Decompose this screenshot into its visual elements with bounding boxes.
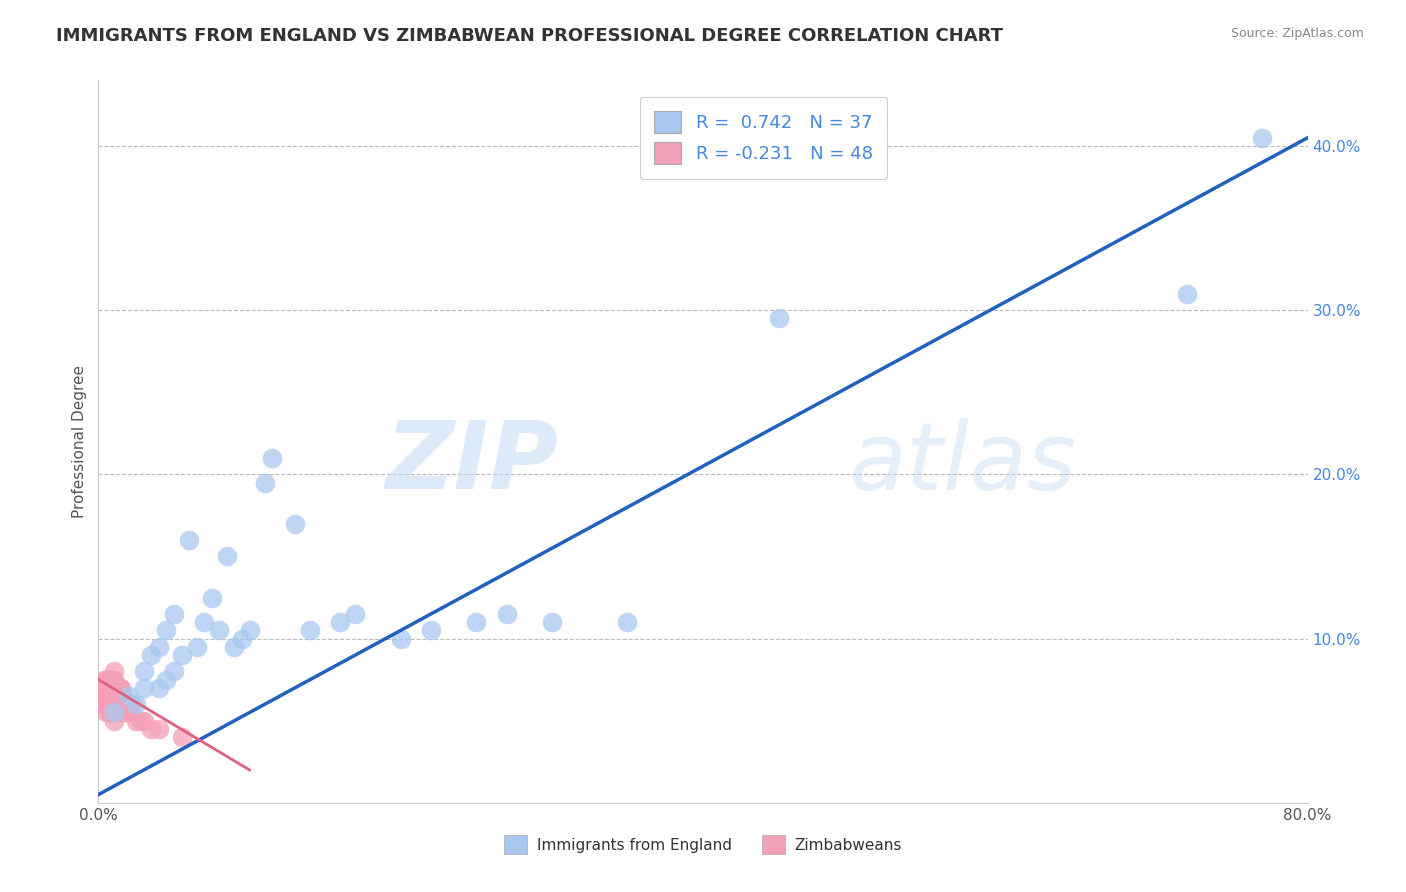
- Point: [94, 673, 117, 687]
- Point: [103, 698, 125, 712]
- Point: [262, 450, 284, 465]
- Point: [540, 615, 562, 630]
- Point: [103, 665, 125, 679]
- Point: [132, 681, 155, 695]
- Point: [100, 689, 122, 703]
- Point: [125, 714, 148, 728]
- Point: [155, 624, 177, 638]
- Point: [495, 607, 517, 621]
- Point: [121, 698, 143, 712]
- Point: [118, 689, 141, 703]
- Point: [170, 730, 193, 744]
- Point: [616, 615, 638, 630]
- Point: [141, 722, 163, 736]
- Point: [389, 632, 412, 646]
- Point: [186, 640, 208, 654]
- Point: [103, 706, 125, 720]
- Point: [107, 698, 129, 712]
- Point: [193, 615, 215, 630]
- Point: [132, 714, 155, 728]
- Point: [98, 689, 121, 703]
- Point: [105, 681, 128, 695]
- Point: [93, 673, 115, 687]
- Point: [148, 640, 170, 654]
- Point: [93, 698, 115, 712]
- Point: [118, 706, 141, 720]
- Point: [108, 706, 131, 720]
- Point: [299, 624, 322, 638]
- Point: [111, 689, 134, 703]
- Point: [170, 648, 193, 662]
- Point: [148, 722, 170, 736]
- Point: [120, 706, 142, 720]
- Point: [208, 624, 231, 638]
- Point: [329, 615, 352, 630]
- Point: [103, 673, 125, 687]
- Point: [284, 516, 307, 531]
- Point: [224, 640, 246, 654]
- Point: [98, 673, 121, 687]
- Y-axis label: Professional Degree: Professional Degree: [72, 365, 87, 518]
- Point: [231, 632, 253, 646]
- Point: [141, 648, 163, 662]
- Point: [112, 698, 135, 712]
- Point: [96, 698, 118, 712]
- Point: [465, 615, 488, 630]
- Point: [91, 681, 114, 695]
- Point: [215, 549, 238, 564]
- Point: [103, 714, 125, 728]
- Point: [111, 706, 134, 720]
- Point: [163, 607, 186, 621]
- Point: [239, 624, 262, 638]
- Point: [110, 681, 132, 695]
- Point: [420, 624, 443, 638]
- Point: [94, 706, 117, 720]
- Text: Source: ZipAtlas.com: Source: ZipAtlas.com: [1230, 27, 1364, 40]
- Point: [101, 706, 124, 720]
- Point: [1251, 130, 1274, 145]
- Point: [110, 698, 132, 712]
- Point: [101, 689, 124, 703]
- Point: [100, 706, 122, 720]
- Point: [114, 706, 136, 720]
- Text: IMMIGRANTS FROM ENGLAND VS ZIMBABWEAN PROFESSIONAL DEGREE CORRELATION CHART: IMMIGRANTS FROM ENGLAND VS ZIMBABWEAN PR…: [56, 27, 1004, 45]
- Point: [148, 681, 170, 695]
- Text: atlas: atlas: [848, 417, 1077, 508]
- Legend: Immigrants from England, Zimbabweans: Immigrants from England, Zimbabweans: [498, 830, 908, 860]
- Text: ZIP: ZIP: [385, 417, 558, 509]
- Point: [129, 714, 152, 728]
- Point: [179, 533, 201, 547]
- Point: [108, 681, 131, 695]
- Point: [104, 681, 127, 695]
- Point: [115, 698, 138, 712]
- Point: [90, 698, 112, 712]
- Point: [104, 698, 127, 712]
- Point: [98, 706, 121, 720]
- Point: [107, 681, 129, 695]
- Point: [103, 681, 125, 695]
- Point: [155, 673, 177, 687]
- Point: [201, 591, 224, 605]
- Point: [105, 706, 128, 720]
- Point: [344, 607, 367, 621]
- Point: [163, 665, 186, 679]
- Point: [1175, 286, 1198, 301]
- Point: [101, 673, 124, 687]
- Point: [91, 689, 114, 703]
- Point: [253, 475, 276, 490]
- Point: [125, 698, 148, 712]
- Point: [100, 673, 122, 687]
- Point: [132, 665, 155, 679]
- Point: [768, 311, 790, 326]
- Point: [94, 689, 117, 703]
- Point: [96, 681, 118, 695]
